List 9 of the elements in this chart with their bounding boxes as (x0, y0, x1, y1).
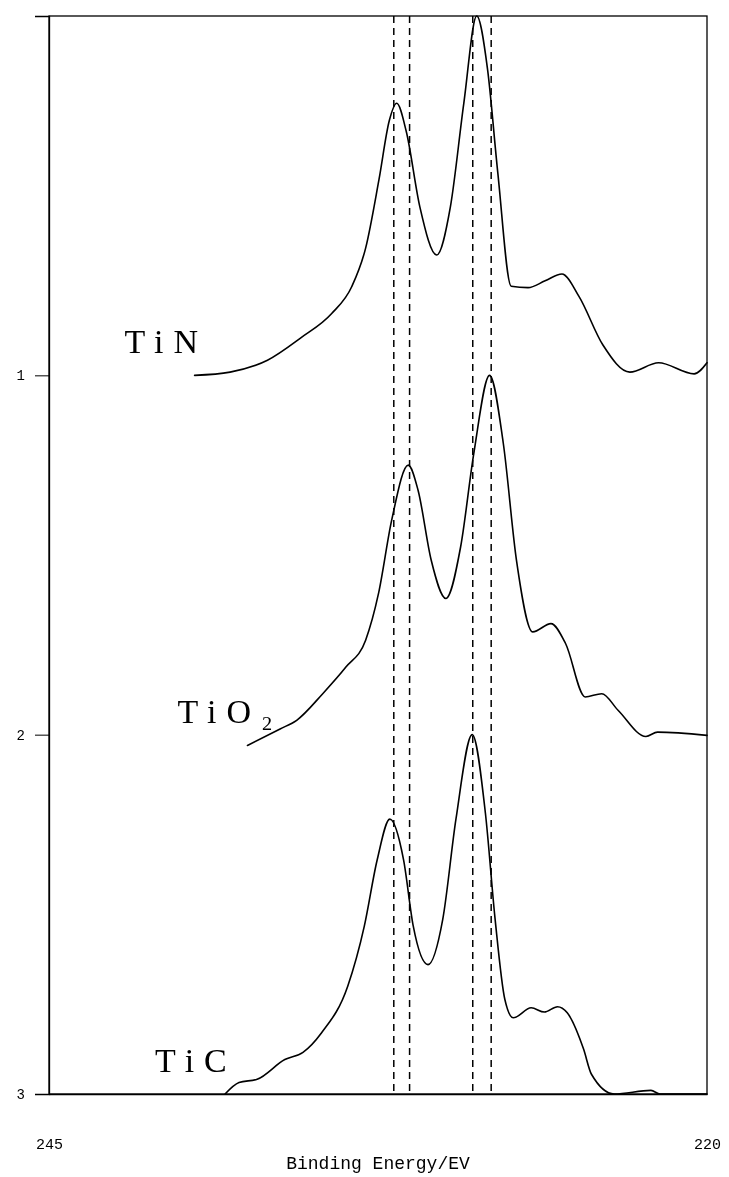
series-label: TiC (155, 1042, 237, 1079)
series-label: TiO₂ (177, 693, 283, 731)
series-label: TiN (124, 323, 209, 361)
y-tick-label: 1 (16, 368, 25, 385)
y-tick-label: 3 (16, 1086, 25, 1103)
y-tick-label: 2 (16, 727, 25, 744)
x-axis-title: Binding Energy/EV (286, 1154, 471, 1174)
x-tick-label: 245 (35, 1136, 64, 1154)
x-tick-label: 220 (693, 1136, 722, 1154)
